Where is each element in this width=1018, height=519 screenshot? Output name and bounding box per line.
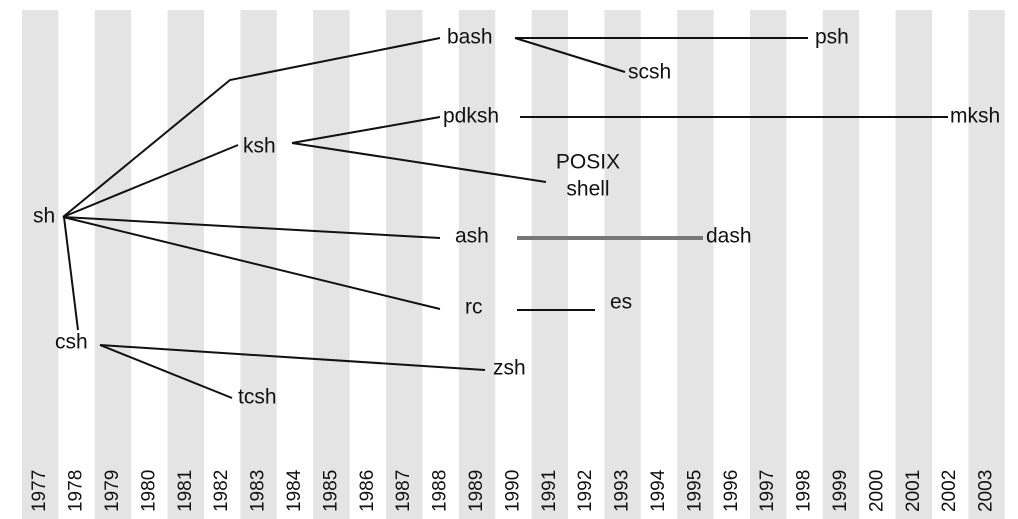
node-label: dash [706,225,752,248]
year-label: 1992 [575,470,596,512]
year-label: 1983 [248,470,269,512]
connector [62,37,441,218]
year-stripe [604,10,641,519]
year-label: 1996 [721,470,742,512]
year-label: 1980 [138,470,159,512]
year-stripe [750,10,787,519]
year-label: 1991 [539,470,560,512]
year-label: 1988 [430,470,451,512]
connector [99,344,233,399]
year-label: 1986 [357,470,378,512]
year-label: 1999 [830,470,851,512]
node-label: POSIX [556,151,620,174]
year-label: 1989 [466,470,487,512]
year-label: 1997 [757,470,778,512]
year-label: 1993 [612,470,633,512]
year-stripe [458,10,496,519]
node-label: bash [447,26,493,49]
year-stripe [822,10,860,519]
year-stripe [94,10,132,519]
node-label: psh [815,26,849,49]
year-label: 2003 [976,470,997,512]
node-label: mksh [950,105,1000,128]
year-label: 1981 [175,470,196,512]
year-label: 1990 [502,470,523,512]
node-label: scsh [628,61,671,84]
year-label: 2000 [866,470,887,512]
year-stripe [895,10,932,519]
node-label: es [610,291,632,314]
node-label: tcsh [238,386,277,409]
node-label: csh [55,331,88,354]
connector [62,216,441,239]
year-stripe [968,10,1005,519]
year-label: 1994 [648,469,669,512]
year-label: 1998 [794,470,815,512]
year-stripes: 1977 1978 1979 1980 1981 1982 1983 1984 1985 1986… [22,10,1005,519]
year-label: 1979 [102,470,123,512]
connector [291,116,441,144]
connector [291,142,547,183]
node-label: sh [33,205,55,228]
year-label: 1995 [684,470,705,512]
year-label: 2001 [903,470,924,512]
node-labels: sh csh ksh bash pdksh POSIX shell ash rc zsh tcsh s… [33,26,1000,409]
node-label: ash [455,225,489,248]
connector [62,216,441,310]
year-stripe [531,10,568,519]
connectors [62,37,948,399]
year-stripe [22,10,59,519]
year-label: 1982 [211,470,232,512]
connector [514,37,626,73]
year-label: 2002 [939,470,960,512]
year-label: 1984 [284,469,305,512]
node-label: zsh [493,357,526,380]
year-stripe [313,10,350,519]
year-stripe [167,10,204,519]
node-label: ksh [243,135,276,158]
year-label: 1977 [29,470,50,512]
year-label: 1985 [320,470,341,512]
node-label: shell [566,178,609,201]
year-label: 1987 [393,470,414,512]
year-label: 1978 [66,470,87,512]
year-stripe [677,10,714,519]
connector [63,216,79,331]
node-label: pdksh [443,105,499,128]
connector [62,144,239,218]
connector [99,344,486,371]
node-label: rc [465,296,483,319]
year-stripe [386,10,423,519]
